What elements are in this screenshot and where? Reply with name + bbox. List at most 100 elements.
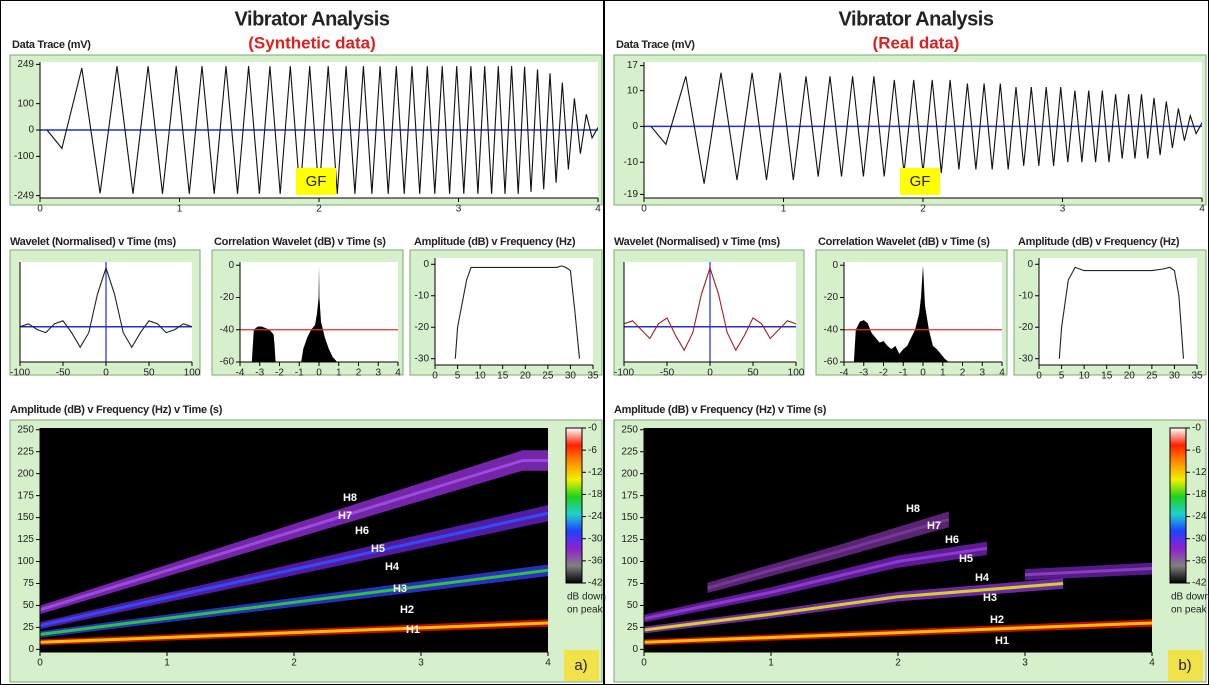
y-tick-label: 225 <box>621 446 638 457</box>
x-tick-label: 3 <box>375 368 381 379</box>
y-tick-label: -30 <box>1019 353 1034 364</box>
harmonic-label: H4 <box>385 561 400 573</box>
x-tick-label: 10 <box>475 371 487 382</box>
plot-area <box>40 428 548 652</box>
plot-content <box>454 265 581 359</box>
plot-content <box>624 262 796 362</box>
x-tick-label: -100 <box>614 368 634 379</box>
plot-content <box>40 66 598 194</box>
panel-label-box <box>564 650 599 681</box>
colorbar-tick-label: -24 <box>588 511 603 522</box>
x-tick-label: 1 <box>336 368 342 379</box>
harmonic-label: H1 <box>995 635 1009 647</box>
y-tick-label: -100 <box>14 151 34 162</box>
colorbar-tick-label: -0 <box>588 423 597 434</box>
y-tick-label: -20 <box>1019 322 1034 333</box>
x-tick-label: 30 <box>565 371 577 382</box>
colorbar-label: dB down <box>567 592 606 603</box>
colorbar-tick-label: -0 <box>1192 423 1201 434</box>
harmonic-core <box>644 546 988 621</box>
chart-title: Wavelet (Normalised) v Time (ms) <box>10 236 176 248</box>
x-tick-label: -4 <box>840 368 849 379</box>
colorbar <box>1169 427 1187 584</box>
y-tick-label: 50 <box>23 600 35 611</box>
chart-title: Amplitude (dB) v Frequency (Hz) v Time (… <box>10 404 223 416</box>
harmonic-core <box>40 568 548 636</box>
y-tick-label: 0 <box>832 260 838 271</box>
y-tick-label: 175 <box>621 490 638 501</box>
colorbar-tick-label: -18 <box>1192 489 1207 500</box>
panel-title: Vibrator Analysis <box>235 8 390 30</box>
harmonic-label: H2 <box>990 614 1004 626</box>
x-tick-label: 0 <box>37 658 43 669</box>
y-tick-label: -20 <box>824 292 839 303</box>
x-tick-label: 0 <box>37 204 43 215</box>
chart-title: Wavelet (Normalised) v Time (ms) <box>614 236 780 248</box>
x-tick-label: -3 <box>255 368 264 379</box>
plot-content <box>644 72 1202 184</box>
data-line <box>454 265 581 359</box>
y-tick-label: -10 <box>1019 290 1034 301</box>
data-area <box>251 265 337 362</box>
colorbar-tick-label: -18 <box>588 489 603 500</box>
y-tick-label: 200 <box>17 468 34 479</box>
colorbar-tick-label: -30 <box>1192 533 1207 544</box>
x-tick-label: 0 <box>641 658 647 669</box>
colorbar-tick-label: -36 <box>1192 555 1207 566</box>
x-tick-label: 15 <box>1101 371 1113 382</box>
harmonic-label: H1 <box>406 624 420 636</box>
x-tick-label: 2 <box>895 658 901 669</box>
panel-subtitle: (Real data) <box>873 33 960 52</box>
harmonic-core <box>644 621 1152 644</box>
x-tick-label: 35 <box>587 371 599 382</box>
colorbar-label: on peak <box>567 605 604 616</box>
y-tick-label: 50 <box>627 600 639 611</box>
harmonic-label: H6 <box>945 534 959 546</box>
data-area <box>853 265 949 362</box>
x-tick-label: -4 <box>236 368 245 379</box>
y-tick-label: -30 <box>415 353 430 364</box>
harmonic-label: H2 <box>400 604 414 616</box>
y-tick-label: 17 <box>627 60 639 71</box>
x-tick-label: 5 <box>1059 371 1065 382</box>
gf-box <box>900 168 940 195</box>
x-tick-label: 0 <box>103 368 109 379</box>
plot-content <box>644 511 1152 646</box>
harmonic-core <box>40 511 548 628</box>
x-tick-label: -2 <box>879 368 888 379</box>
x-tick-label: -100 <box>10 368 30 379</box>
x-tick-label: 4 <box>999 368 1005 379</box>
x-tick-label: 3 <box>1060 204 1066 215</box>
harmonic-core <box>644 582 1064 632</box>
colorbar-tick-label: -12 <box>1192 467 1207 478</box>
y-tick-label: 200 <box>621 468 638 479</box>
chart-title: Correlation Wavelet (dB) v Time (s) <box>818 236 990 248</box>
x-tick-label: 50 <box>143 368 155 379</box>
x-tick-label: 3 <box>979 368 985 379</box>
x-tick-label: 3 <box>418 658 424 669</box>
data-line <box>46 66 598 194</box>
x-tick-label: 1 <box>768 658 774 669</box>
y-tick-label: -249 <box>14 190 34 201</box>
plot-content <box>40 450 548 646</box>
y-tick-label: -40 <box>824 324 839 335</box>
y-tick-label: 0 <box>28 644 34 655</box>
y-tick-label: 0 <box>632 121 638 132</box>
x-tick-label: -1 <box>295 368 304 379</box>
chart-title: Data Trace (mV) <box>12 39 91 51</box>
x-tick-label: 4 <box>1149 658 1155 669</box>
x-tick-label: 4 <box>595 204 601 215</box>
x-tick-label: 2 <box>960 368 966 379</box>
colorbar-tick-label: -36 <box>588 555 603 566</box>
x-tick-label: 0 <box>641 204 647 215</box>
x-tick-label: -3 <box>859 368 868 379</box>
panel: Vibrator Analysis (Synthetic data) Data Tr… <box>9 8 606 683</box>
colorbar-tick-label: -6 <box>1192 445 1201 456</box>
y-tick-label: 100 <box>17 98 34 109</box>
y-tick-label: 0 <box>632 644 638 655</box>
y-tick-label: 150 <box>17 512 34 523</box>
plot-area <box>1039 258 1197 365</box>
x-tick-label: 0 <box>1036 371 1042 382</box>
x-tick-label: 15 <box>497 371 509 382</box>
x-tick-label: 0 <box>432 371 438 382</box>
